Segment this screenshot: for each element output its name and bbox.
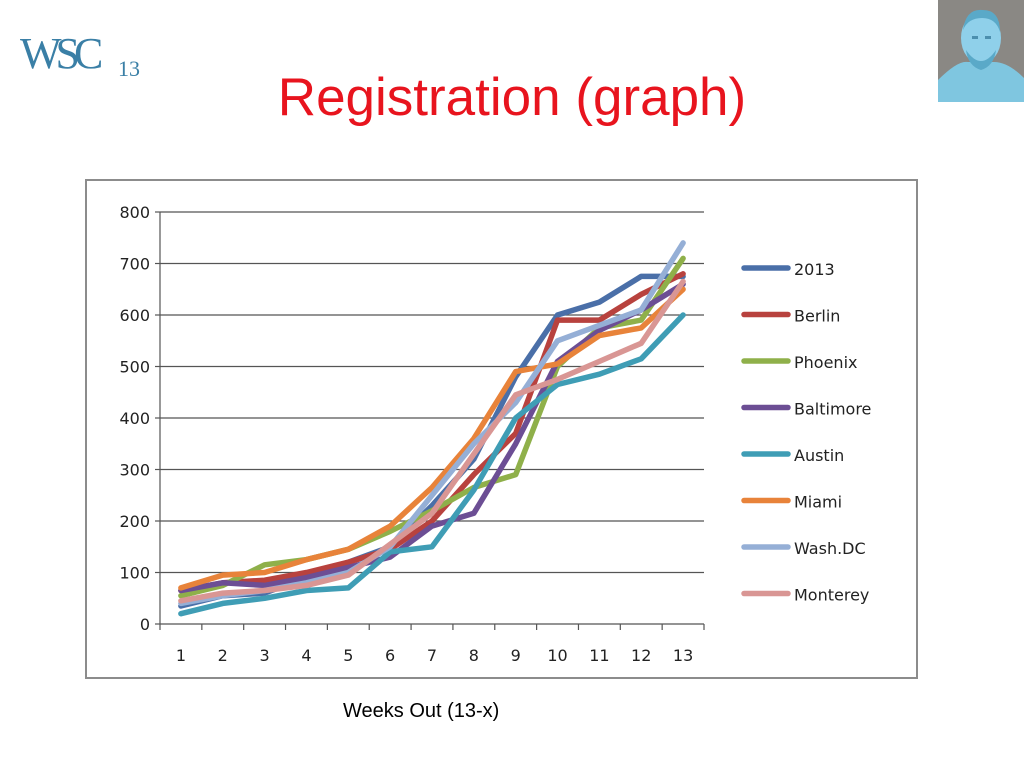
chart-frame: 0 100 200 300 400 500 600 700 800 1 2 3 4 5 6 7 8 9 10 11 12… <box>85 179 918 679</box>
y-tick-label: 600 <box>119 306 150 325</box>
x-tick-label: 9 <box>511 646 521 665</box>
legend-label: Baltimore <box>794 400 871 419</box>
y-tick-label: 800 <box>119 203 150 222</box>
series-line-monterey <box>178 278 686 604</box>
logo-year: 13 <box>118 56 140 81</box>
series-line-baltimore <box>178 281 686 594</box>
page-title: Registration (graph) <box>0 58 1024 138</box>
legend-label: Berlin <box>794 307 840 326</box>
page-title-text: Registration (graph) <box>277 68 747 127</box>
x-tick-label: 8 <box>469 646 479 665</box>
x-tick-label: 4 <box>301 646 311 665</box>
series-layer <box>178 240 686 617</box>
legend-label: Monterey <box>794 586 869 605</box>
x-tick-label: 13 <box>673 646 693 665</box>
y-tick-label: 700 <box>119 255 150 274</box>
series-line-miami <box>178 286 686 591</box>
logo-letters: WSC <box>20 29 101 78</box>
legend-label: Wash.DC <box>794 539 866 558</box>
legend-label: Austin <box>794 446 844 465</box>
x-tick-label: 11 <box>589 646 609 665</box>
series-line-austin <box>178 312 686 617</box>
lincoln-portrait-icon <box>938 0 1024 102</box>
x-tick-label: 6 <box>385 646 395 665</box>
legend: 2013 Berlin Phoenix Baltimore Austin Miami Was… <box>741 260 871 605</box>
x-tick-label: 7 <box>427 646 437 665</box>
series-line-berlin <box>178 271 686 594</box>
legend-label: Phoenix <box>794 353 857 372</box>
y-tick-label: 400 <box>119 409 150 428</box>
x-tick-label: 3 <box>260 646 270 665</box>
x-tick-label: 5 <box>343 646 353 665</box>
legend-label: 2013 <box>794 260 835 279</box>
y-tick-label: 100 <box>119 564 150 583</box>
legend-label: Miami <box>794 493 842 512</box>
x-tick-label: 2 <box>218 646 228 665</box>
x-tick-label: 12 <box>631 646 651 665</box>
x-tick-label: 10 <box>547 646 567 665</box>
y-tick-label: 300 <box>119 461 150 480</box>
y-tick-label: 200 <box>119 512 150 531</box>
y-tick-label: 0 <box>140 615 150 634</box>
wsc-logo: WSC 13 <box>14 10 154 96</box>
x-axis-caption: Weeks Out (13-x) <box>343 700 500 722</box>
y-tick-label: 500 <box>119 358 150 377</box>
x-tick-label: 1 <box>176 646 186 665</box>
